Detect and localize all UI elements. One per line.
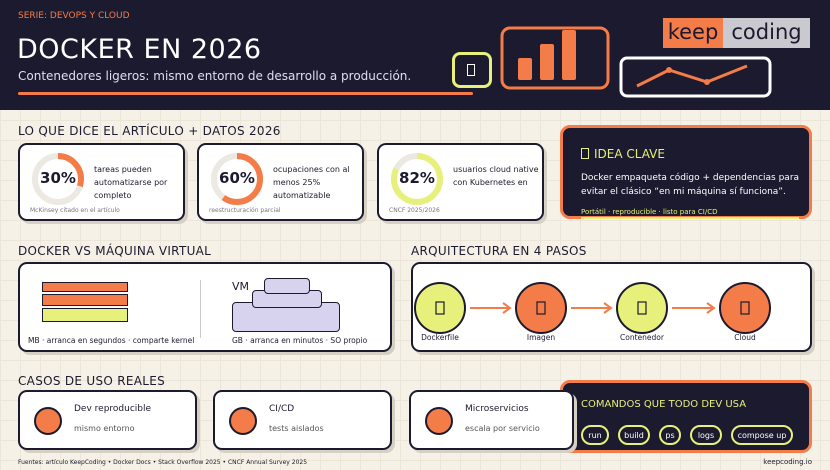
commands-card: COMANDOS QUE TODO DEV USA run build ps logs… xyxy=(560,380,812,453)
use-title: CI/CD xyxy=(269,404,295,414)
icon xyxy=(435,301,445,315)
use-title: Dev reproducible xyxy=(74,404,152,414)
commands-title: COMANDOS QUE TODO DEV USA xyxy=(581,399,747,410)
sources: Fuentes: artículo KeepCoding • Docker Do… xyxy=(18,459,308,466)
step-label: Imagen xyxy=(526,333,556,342)
block xyxy=(42,294,128,306)
stat-value: 60% xyxy=(219,169,255,187)
block xyxy=(42,282,128,292)
ring xyxy=(211,153,263,205)
section-title: LO QUE DICE EL ARTÍCULO + DATOS 2026 xyxy=(18,124,281,138)
block xyxy=(42,308,128,322)
use-card: CI/CD tests aislados xyxy=(213,390,392,450)
ring-arc xyxy=(211,153,263,205)
icon xyxy=(581,148,589,159)
ring xyxy=(391,153,443,205)
deco-line xyxy=(636,64,748,88)
command-chip: run xyxy=(581,425,609,445)
stat-source: McKinsey citado en el artículo xyxy=(30,207,120,214)
stat-card: 60% ocupaciones con al menos 25% automati… xyxy=(197,143,364,221)
section-title: DOCKER VS MÁQUINA VIRTUAL xyxy=(18,244,212,258)
divider xyxy=(200,280,201,338)
caption: GB · arranca en minutos · SO propio xyxy=(232,336,368,345)
subtitle: Contenedores ligeros: mismo entorno de d… xyxy=(18,69,412,83)
step-circle xyxy=(616,282,668,334)
block xyxy=(264,278,310,294)
step-circle xyxy=(515,282,567,334)
site: keepcoding.io xyxy=(763,458,812,466)
compare-card: MB · arranca en segundos · comparte kern… xyxy=(18,262,392,352)
series: SERIE: DEVOPS Y CLOUD xyxy=(18,11,130,21)
use-text: tests aislados xyxy=(269,424,324,433)
step-circle xyxy=(414,282,466,334)
frame xyxy=(619,56,772,98)
icon xyxy=(467,64,475,76)
arch-card: Dockerfile Imagen Contenedor Cloud xyxy=(411,262,812,352)
stat-text: usuarios cloud native con Kubernetes en xyxy=(453,165,539,187)
idea-title: IDEA CLAVE xyxy=(594,147,665,161)
use-card: Dev reproducible mismo entorno xyxy=(18,390,197,450)
stat-source: CNCF 2025/2026 xyxy=(389,207,440,214)
stat-card: 30% tareas pueden automatizarse por compl… xyxy=(18,143,185,221)
stat-source: reestructuración parcial xyxy=(209,207,281,214)
header: SERIE: DEVOPS Y CLOUD DOCKER EN 2026 Con… xyxy=(0,0,830,110)
line-graphic xyxy=(619,56,772,98)
use-icon xyxy=(229,407,257,435)
use-text: mismo entorno xyxy=(74,424,135,433)
section-title: ARQUITECTURA EN 4 PASOS xyxy=(411,244,587,258)
icon xyxy=(637,301,647,315)
ring-arc xyxy=(32,153,84,205)
arrowhead xyxy=(706,302,716,314)
stat-text: ocupaciones con al menos 25% automatizab… xyxy=(273,165,350,200)
caption: MB · arranca en segundos · comparte kern… xyxy=(28,336,195,345)
arch-graphic xyxy=(414,282,771,334)
idea-card: IDEA CLAVE Docker empaqueta código + dep… xyxy=(560,125,812,219)
vm-label: VM xyxy=(232,280,250,293)
use-title: Microservicios xyxy=(465,404,529,414)
dot xyxy=(704,79,710,85)
frame xyxy=(500,26,610,90)
icon-box xyxy=(452,52,492,88)
command-chip: ps xyxy=(659,425,681,445)
deco-bar xyxy=(540,44,554,80)
deco-bar xyxy=(518,58,532,80)
underline xyxy=(581,217,799,219)
step-label: Cloud xyxy=(734,333,756,342)
section-title: CASOS DE USO REALES xyxy=(18,374,166,388)
use-card: Microservicios escala por servicio xyxy=(409,390,574,450)
icon xyxy=(740,301,750,315)
command-chip: build xyxy=(618,425,650,445)
logo-coding: coding xyxy=(723,18,810,48)
use-icon xyxy=(34,407,62,435)
stat-text: tareas pueden automatizarse por completo xyxy=(94,165,168,200)
command-chip: logs xyxy=(690,425,722,445)
use-icon xyxy=(425,407,453,435)
arrowhead xyxy=(603,302,613,314)
use-text: escala por servicio xyxy=(465,424,540,433)
logo-keep: keep xyxy=(663,18,723,48)
step-label: Dockerfile xyxy=(421,333,459,342)
step-circle xyxy=(719,282,771,334)
step-label: Contenedor xyxy=(620,333,664,342)
idea-footer: Portátil · reproducible · listo para CI/… xyxy=(581,208,718,216)
deco-bar xyxy=(562,30,576,80)
arrowhead xyxy=(502,302,512,314)
underline xyxy=(18,92,473,95)
ring xyxy=(32,153,84,205)
icon xyxy=(536,301,546,315)
bars-graphic xyxy=(500,26,610,90)
stat-card: 82% usuarios cloud native con Kubernetes … xyxy=(377,143,544,221)
title: DOCKER EN 2026 xyxy=(17,34,262,65)
command-chip: compose up xyxy=(731,425,793,445)
idea-text: Docker empaqueta código + dependencias p… xyxy=(581,173,800,197)
ring-arc xyxy=(391,153,443,205)
stat-value: 82% xyxy=(399,169,435,187)
dot xyxy=(666,67,672,73)
stat-value: 30% xyxy=(40,169,76,187)
